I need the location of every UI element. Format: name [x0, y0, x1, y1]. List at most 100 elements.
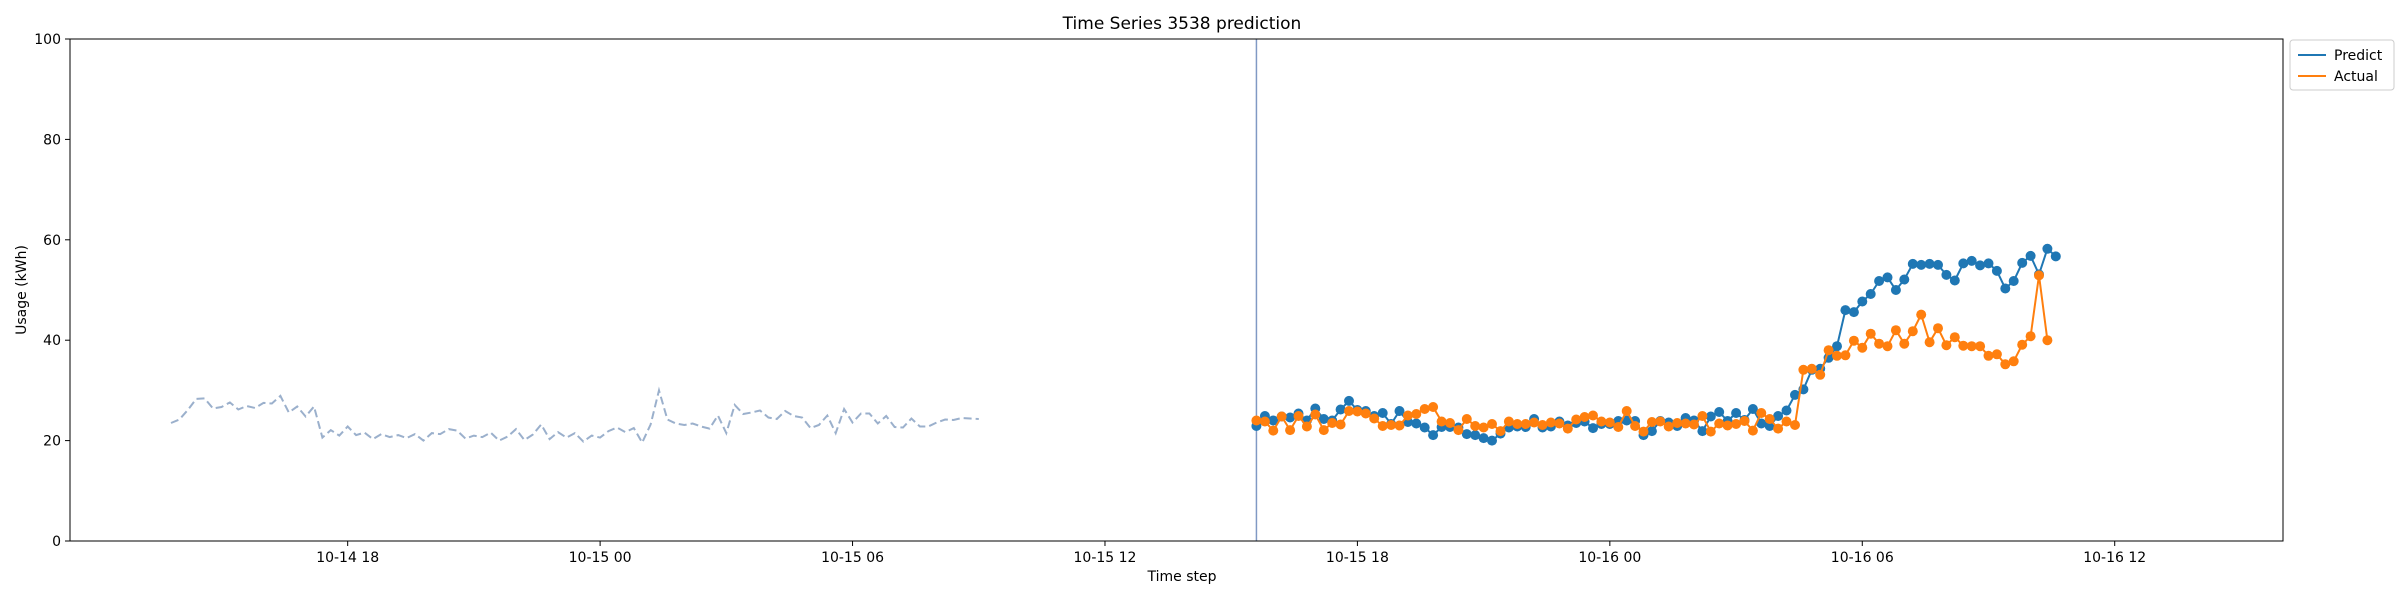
actual-point — [1865, 328, 1876, 339]
x-tick-label: 10-16 00 — [1578, 550, 1641, 566]
predict-point — [1874, 276, 1885, 286]
actual-point — [1857, 342, 1868, 353]
actual-point — [1823, 345, 1834, 356]
legend: Predict Actual — [2289, 39, 2395, 91]
chart-title: Time Series 3538 prediction — [1062, 14, 1302, 34]
predict-point — [1773, 411, 1784, 421]
actual-point — [1739, 416, 1750, 426]
actual-point — [1352, 406, 1363, 417]
actual-point — [1579, 412, 1590, 422]
predict-point — [1470, 430, 1481, 441]
predict-point — [1411, 418, 1422, 429]
actual-point — [1663, 421, 1674, 432]
actual-point — [1445, 418, 1455, 428]
actual-point — [1722, 420, 1733, 431]
actual-point — [1646, 417, 1657, 427]
predict-point — [1966, 255, 1977, 266]
predict-point — [1588, 423, 1598, 434]
predict-point — [1949, 275, 1960, 286]
predict-point — [1621, 415, 1632, 426]
predict-point — [2042, 243, 2053, 254]
predict-point — [2008, 276, 2019, 286]
x-tick-label: 10-15 18 — [1326, 550, 1389, 566]
actual-point — [1344, 406, 1354, 416]
actual-point — [1638, 426, 1649, 437]
y-tick-label: 100 — [34, 32, 61, 48]
predict-point — [1714, 407, 1725, 417]
predict-point — [1907, 258, 1918, 269]
actual-point — [1285, 425, 1296, 436]
actual-point — [1806, 363, 1817, 374]
actual-point — [1428, 402, 1439, 412]
plot-frame — [69, 38, 2284, 542]
actual-point — [1916, 309, 1927, 320]
actual-point — [1537, 420, 1548, 430]
actual-point — [1394, 420, 1405, 431]
actual-point — [1958, 340, 1969, 351]
x-axis-label: Time step — [1147, 569, 1217, 585]
y-tick-label: 80 — [43, 132, 61, 148]
plot-background — [70, 39, 2283, 541]
y-tick-label: 40 — [43, 333, 61, 349]
actual-point — [1512, 419, 1523, 429]
actual-point — [1991, 349, 2002, 360]
actual-point — [1545, 417, 1556, 428]
actual-point — [1588, 410, 1598, 421]
actual-point — [1899, 338, 1910, 349]
actual-point — [1318, 425, 1329, 436]
actual-point — [1907, 326, 1918, 337]
predict-point — [1899, 274, 1910, 285]
predict-point — [1991, 265, 2002, 276]
predict-point — [1344, 395, 1354, 406]
predict-point — [1478, 433, 1489, 444]
actual-point — [1630, 421, 1641, 431]
actual-point — [2000, 359, 2011, 370]
predict-point — [1933, 259, 1943, 270]
y-tick-label: 20 — [43, 434, 61, 450]
actual-point — [1571, 414, 1582, 425]
history-line — [170, 386, 979, 445]
actual-point — [1832, 350, 1842, 361]
predict-point — [1318, 414, 1329, 424]
y-tick-label: 0 — [52, 534, 61, 550]
actual-point — [2042, 335, 2053, 346]
predict-point — [2025, 250, 2036, 261]
actual-point — [1419, 404, 1430, 414]
actual-point — [1411, 409, 1422, 419]
actual-point — [1478, 422, 1489, 433]
actual-point — [1554, 418, 1565, 429]
actual-point — [1386, 420, 1397, 430]
actual-point — [1848, 335, 1859, 346]
y-axis-label: Usage (kWh) — [14, 245, 30, 335]
predict-point — [1781, 405, 1792, 416]
actual-point — [1941, 340, 1952, 351]
actual-point — [1327, 418, 1338, 428]
actual-point — [1436, 416, 1447, 427]
actual-point — [1747, 425, 1758, 436]
axes-layer: 0 20 40 60 80 100 10-14 18 10-15 00 10-15 06 10-1… — [34, 32, 2284, 566]
predict-point — [1764, 421, 1775, 431]
history-layer — [170, 386, 979, 445]
actual-point — [1310, 409, 1321, 420]
actual-point — [1377, 421, 1388, 431]
actual-point — [1268, 425, 1279, 436]
actual-point — [1756, 408, 1767, 418]
actual-point — [1890, 325, 1901, 336]
predict-point — [2050, 251, 2061, 262]
actual-point — [2034, 270, 2044, 281]
actual-point — [1798, 364, 1809, 375]
predict-point — [1731, 408, 1742, 418]
predict-point — [1428, 430, 1439, 441]
predict-point — [1697, 426, 1708, 437]
actual-point — [1689, 419, 1699, 430]
actual-point — [1259, 416, 1270, 427]
predict-point — [2017, 257, 2028, 268]
predict-point — [1335, 404, 1346, 415]
predict-point — [1285, 412, 1296, 423]
actual-point — [1596, 416, 1607, 427]
x-tick-label: 10-16 06 — [1831, 550, 1894, 566]
actual-point — [1933, 323, 1943, 334]
actual-point — [2017, 339, 2028, 350]
actual-point — [1487, 419, 1497, 429]
